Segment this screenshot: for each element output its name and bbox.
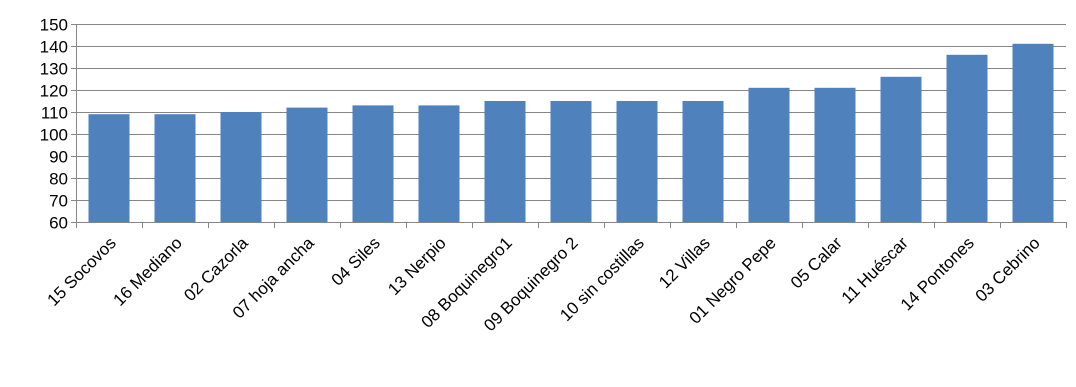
y-tick-labels: 60 70 80 90 100 110 120 130 140 150 <box>40 16 68 233</box>
bar <box>286 107 328 222</box>
x-tick-label: 12 Villas <box>655 233 714 292</box>
y-tick-label: 60 <box>49 214 68 233</box>
x-tick-label: 05 Calar <box>787 233 846 292</box>
bar <box>88 114 130 222</box>
x-tick-label: 04 Siles <box>328 233 384 289</box>
bar <box>352 105 394 222</box>
bar <box>1012 43 1054 222</box>
y-tick-label: 120 <box>40 82 68 101</box>
bar <box>154 114 196 222</box>
bar <box>484 101 526 222</box>
y-tick-label: 80 <box>49 170 68 189</box>
bar <box>220 112 262 222</box>
bar <box>418 105 460 222</box>
y-tick-label: 130 <box>40 60 68 79</box>
x-tick-label: 13 Nerpio <box>384 233 450 299</box>
y-tick-label: 110 <box>41 104 68 123</box>
y-tick-label: 70 <box>49 192 68 211</box>
bar <box>550 101 592 222</box>
bar <box>616 101 658 222</box>
y-tick-label: 140 <box>40 38 68 57</box>
x-tick-label: 03 Cebrino <box>972 233 1044 305</box>
y-tick-label: 90 <box>49 148 68 167</box>
x-tick-label: 02 Cazorla <box>180 233 252 305</box>
bar <box>880 76 922 222</box>
bar <box>946 54 988 222</box>
x-tick-label: 16 Mediano <box>110 233 186 309</box>
x-tick-label: 15 Socovos <box>44 233 120 309</box>
axes <box>71 24 1067 228</box>
y-tick-label: 150 <box>40 16 68 35</box>
bar <box>748 87 790 222</box>
bar <box>814 87 856 222</box>
y-tick-label: 100 <box>40 126 68 145</box>
bars <box>88 43 1054 222</box>
bar <box>682 101 724 222</box>
